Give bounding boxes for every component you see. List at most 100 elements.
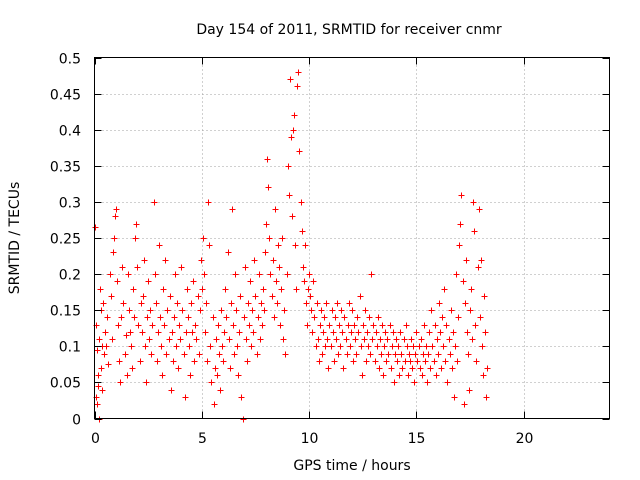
data-point xyxy=(157,314,164,321)
data-points xyxy=(92,69,491,423)
data-point xyxy=(390,329,397,336)
data-point xyxy=(373,329,380,336)
data-point xyxy=(458,192,465,199)
data-point xyxy=(393,336,400,343)
data-point xyxy=(276,264,283,271)
data-point xyxy=(468,286,475,293)
data-point xyxy=(256,271,263,278)
data-point xyxy=(226,336,233,343)
y-tick-label: 0.45 xyxy=(50,88,81,104)
data-point xyxy=(220,358,227,365)
data-point xyxy=(357,293,364,300)
data-point xyxy=(293,286,300,293)
data-point xyxy=(184,286,191,293)
data-point xyxy=(388,365,395,372)
data-point xyxy=(258,300,265,307)
data-point xyxy=(289,213,296,220)
data-point xyxy=(309,329,316,336)
data-point xyxy=(443,322,450,329)
data-point xyxy=(235,372,242,379)
data-point xyxy=(213,336,220,343)
data-point xyxy=(284,271,291,278)
data-point xyxy=(427,365,434,372)
data-point xyxy=(97,286,104,293)
data-point xyxy=(330,329,337,336)
data-point xyxy=(435,351,442,358)
data-point xyxy=(186,343,193,350)
data-point xyxy=(378,351,385,358)
data-point xyxy=(102,329,109,336)
data-point xyxy=(177,336,184,343)
data-point xyxy=(116,358,123,365)
data-point xyxy=(279,235,286,242)
data-point xyxy=(418,336,425,343)
data-point xyxy=(385,351,392,358)
data-point xyxy=(305,286,312,293)
data-point xyxy=(483,394,490,401)
data-point xyxy=(271,314,278,321)
data-point xyxy=(189,329,196,336)
data-point xyxy=(377,336,384,343)
data-point xyxy=(214,372,221,379)
data-point xyxy=(440,343,447,350)
data-point xyxy=(265,184,272,191)
data-point xyxy=(417,365,424,372)
data-point xyxy=(411,379,418,386)
data-point xyxy=(237,293,244,300)
data-point xyxy=(441,286,448,293)
data-point xyxy=(223,314,230,321)
data-point xyxy=(397,329,404,336)
data-point xyxy=(428,307,435,314)
data-point xyxy=(94,401,101,408)
data-point xyxy=(159,372,166,379)
data-point xyxy=(376,365,383,372)
data-point xyxy=(405,372,412,379)
data-point xyxy=(244,358,251,365)
data-point xyxy=(113,206,120,213)
data-point xyxy=(195,293,202,300)
data-point xyxy=(288,134,295,141)
data-point xyxy=(413,329,420,336)
data-point xyxy=(275,242,282,249)
data-point xyxy=(260,286,267,293)
data-point xyxy=(199,286,206,293)
data-point xyxy=(153,300,160,307)
data-point xyxy=(262,249,269,256)
y-tick-label: 0.1 xyxy=(59,340,81,356)
data-point xyxy=(167,293,174,300)
data-point xyxy=(325,365,332,372)
data-point xyxy=(409,365,416,372)
data-point xyxy=(290,127,297,134)
data-point xyxy=(112,213,119,220)
data-point xyxy=(465,351,472,358)
axis-ticks xyxy=(94,57,610,420)
data-point xyxy=(248,343,255,350)
data-point xyxy=(266,235,273,242)
data-point xyxy=(203,300,210,307)
data-point xyxy=(308,307,315,314)
data-point xyxy=(396,372,403,379)
data-point xyxy=(303,300,310,307)
data-point xyxy=(118,314,125,321)
data-point xyxy=(174,300,181,307)
data-point xyxy=(267,271,274,278)
data-point xyxy=(341,314,348,321)
data-point xyxy=(228,300,235,307)
data-point xyxy=(166,336,173,343)
data-point xyxy=(480,372,487,379)
data-point xyxy=(101,351,108,358)
data-point xyxy=(286,192,293,199)
data-point xyxy=(158,343,165,350)
data-point xyxy=(135,322,142,329)
data-point xyxy=(395,343,402,350)
data-point xyxy=(472,322,479,329)
data-point xyxy=(192,322,199,329)
data-point xyxy=(123,332,130,339)
data-point xyxy=(344,351,351,358)
data-point xyxy=(338,307,345,314)
data-point xyxy=(450,329,457,336)
data-point xyxy=(460,278,467,285)
data-point xyxy=(109,336,116,343)
y-tick-label: 0.05 xyxy=(50,376,81,392)
data-point xyxy=(250,329,257,336)
